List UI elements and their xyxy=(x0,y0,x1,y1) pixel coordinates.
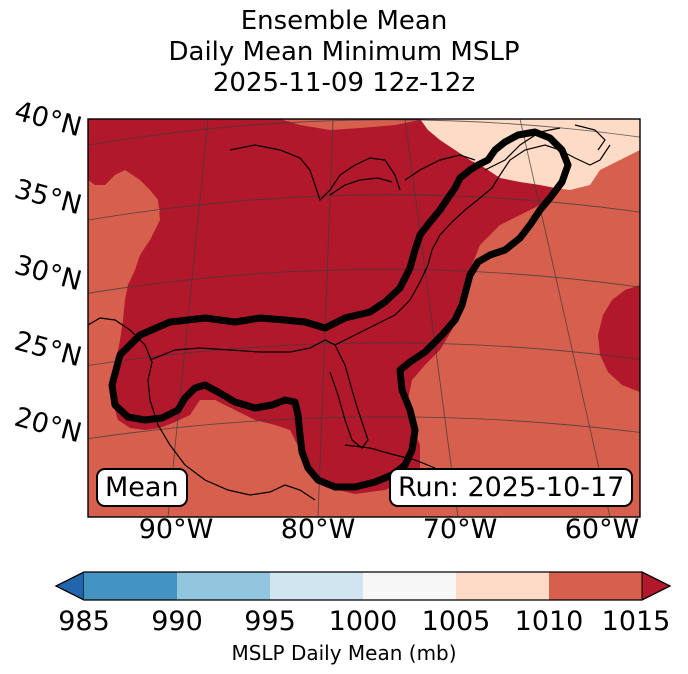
colorbar-bin-1005-1010 xyxy=(456,572,549,600)
lon-label-90w: 90°W xyxy=(138,514,214,545)
field-1005-1010 xyxy=(420,119,640,190)
map-area xyxy=(88,119,640,517)
title-line-2: Daily Mean Minimum MSLP xyxy=(168,37,520,67)
colorbar-tick-1015: 1015 xyxy=(601,606,671,637)
run-box-label: Run: 2025-10-17 xyxy=(389,468,634,507)
colorbar-tick-1010: 1010 xyxy=(514,606,584,637)
map-frame xyxy=(87,118,641,518)
colorbar-label: MSLP Daily Mean (mb) xyxy=(231,641,457,665)
colorbar-tick-985: 985 xyxy=(58,606,110,637)
mean-box-label: Mean xyxy=(96,468,188,507)
field-east-low xyxy=(598,285,640,392)
field-below-1010 xyxy=(88,119,575,494)
colorbar-bin-985-990 xyxy=(84,572,177,600)
colorbar-tick-995: 995 xyxy=(244,606,296,637)
colorbar-bin-995-1000 xyxy=(270,572,363,600)
lon-label-70w: 70°W xyxy=(422,514,498,545)
lon-label-60w: 60°W xyxy=(564,514,640,545)
coastlines xyxy=(88,124,611,501)
colorbar-tick-990: 990 xyxy=(151,606,203,637)
chart-title: Ensemble Mean Daily Mean Minimum MSLP 20… xyxy=(0,6,688,99)
contour-1010 xyxy=(108,128,572,491)
field-west-fringe xyxy=(88,175,160,372)
colorbar-under-arrow xyxy=(54,571,85,601)
title-line-3: 2025-11-09 12z-12z xyxy=(212,68,476,98)
colorbar xyxy=(54,571,672,601)
colorbar-tick-1000: 1000 xyxy=(328,606,398,637)
colorbar-bin-1010-1015 xyxy=(549,572,642,600)
colorbar-over-arrow xyxy=(641,571,672,601)
colorbar-tick-1005: 1005 xyxy=(421,606,491,637)
colorbar-bin-1000-1005 xyxy=(363,572,456,600)
colorbar-bin-990-995 xyxy=(177,572,270,600)
title-line-1: Ensemble Mean xyxy=(240,6,448,36)
lon-label-80w: 80°W xyxy=(280,514,356,545)
colorbar-outline xyxy=(54,571,672,601)
